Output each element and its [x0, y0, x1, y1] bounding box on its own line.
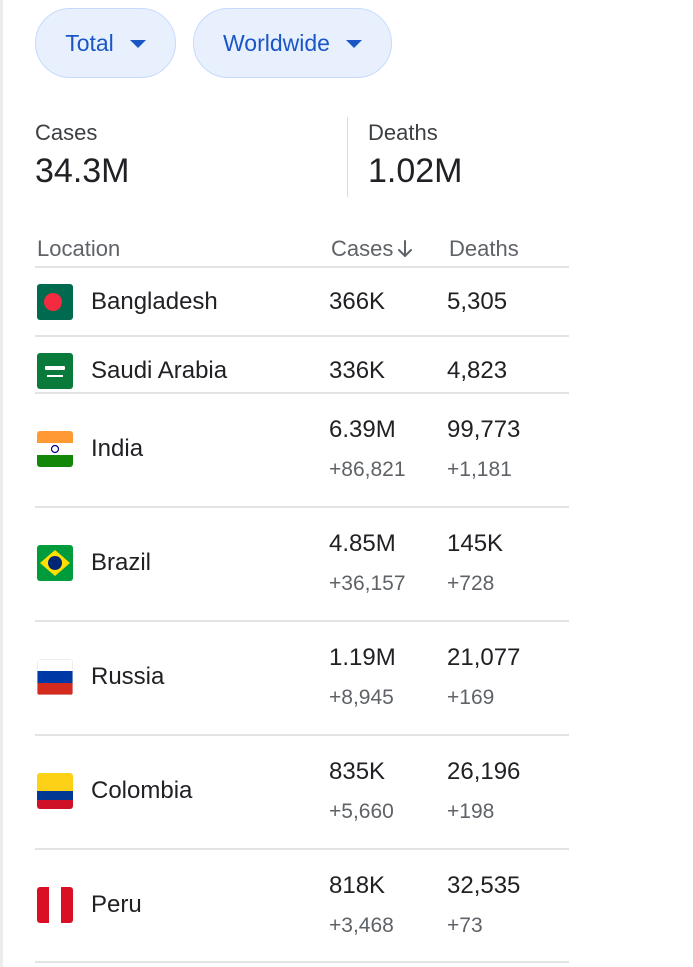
saudi-arabia-flag-icon	[37, 353, 73, 389]
cases-new-value: +3,468	[329, 914, 394, 937]
russia-flag-icon	[37, 659, 73, 695]
metric-dropdown[interactable]: Total	[35, 8, 176, 78]
deaths-summary-value: 1.02M	[368, 152, 463, 190]
cases-value: 366K	[329, 288, 386, 315]
table-row[interactable]: Saudi Arabia 336K 4,823	[35, 337, 569, 393]
table-row[interactable]: Russia 1.19M 21,077 +8,945 +169	[35, 622, 569, 734]
cases-value: 818K	[329, 872, 386, 899]
cases-new-value: +8,945	[329, 686, 394, 709]
cases-value: 1.19M	[329, 644, 396, 671]
deaths-summary-label: Deaths	[368, 120, 438, 145]
deaths-value: 4,823	[447, 357, 508, 384]
caret-down-icon	[345, 40, 362, 48]
table-row[interactable]: Brazil 4.85M 145K +36,157 +728	[35, 508, 569, 620]
deaths-value: 99,773	[447, 416, 521, 443]
table-row[interactable]: Bangladesh 366K 5,305	[35, 268, 569, 336]
peru-flag-icon	[37, 887, 73, 923]
header-divider	[35, 266, 569, 268]
region-dropdown[interactable]: Worldwide	[193, 8, 392, 78]
deaths-value: 26,196	[447, 758, 521, 785]
location-name: Peru	[91, 891, 142, 918]
colombia-flag-icon	[37, 773, 73, 809]
table-row[interactable]: Peru 818K 32,535 +3,468 +73	[35, 850, 569, 962]
bangladesh-flag-icon	[37, 284, 73, 320]
deaths-new-value: +198	[447, 800, 495, 823]
cases-column-header[interactable]: Cases	[331, 236, 414, 262]
metric-dropdown-label: Total	[65, 29, 114, 56]
location-name: Colombia	[91, 777, 193, 804]
cases-new-value: +36,157	[329, 572, 406, 595]
location-name: Brazil	[91, 549, 152, 576]
row-divider	[35, 620, 569, 622]
deaths-new-value: +728	[447, 572, 495, 595]
deaths-new-value: +73	[447, 914, 483, 937]
location-name: India	[91, 435, 144, 462]
left-edge-border	[0, 0, 3, 967]
cases-value: 835K	[329, 758, 386, 785]
cases-value: 6.39M	[329, 416, 396, 443]
row-divider	[35, 734, 569, 736]
cases-summary-label: Cases	[35, 120, 98, 145]
arrow-down-icon	[398, 240, 413, 257]
cases-new-value: +86,821	[329, 458, 406, 481]
row-divider	[35, 335, 569, 337]
region-dropdown-label: Worldwide	[223, 29, 330, 56]
row-divider	[35, 392, 569, 394]
location-name: Saudi Arabia	[91, 357, 228, 384]
deaths-value: 5,305	[447, 288, 508, 315]
table-row[interactable]: India 6.39M 99,773 +86,821 +1,181	[35, 394, 569, 506]
location-name: Bangladesh	[91, 288, 218, 315]
brazil-flag-icon	[37, 545, 73, 581]
cases-summary-value: 34.3M	[35, 152, 130, 190]
cases-value: 4.85M	[329, 530, 396, 557]
row-divider	[35, 506, 569, 508]
deaths-value: 21,077	[447, 644, 521, 671]
location-column-header[interactable]: Location	[37, 236, 121, 261]
deaths-value: 32,535	[447, 872, 521, 899]
india-flag-icon	[37, 431, 73, 467]
deaths-value: 145K	[447, 530, 504, 557]
row-divider	[35, 961, 569, 963]
location-name: Russia	[91, 663, 165, 690]
summary-divider	[347, 117, 348, 197]
row-divider	[35, 848, 569, 850]
cases-column-header-label: Cases	[331, 236, 394, 261]
caret-down-icon	[129, 40, 146, 48]
cases-value: 336K	[329, 357, 386, 384]
table-row[interactable]: Colombia 835K 26,196 +5,660 +198	[35, 736, 569, 848]
deaths-column-header[interactable]: Deaths	[449, 236, 519, 261]
deaths-new-value: +1,181	[447, 458, 512, 481]
cases-new-value: +5,660	[329, 800, 394, 823]
deaths-new-value: +169	[447, 686, 495, 709]
